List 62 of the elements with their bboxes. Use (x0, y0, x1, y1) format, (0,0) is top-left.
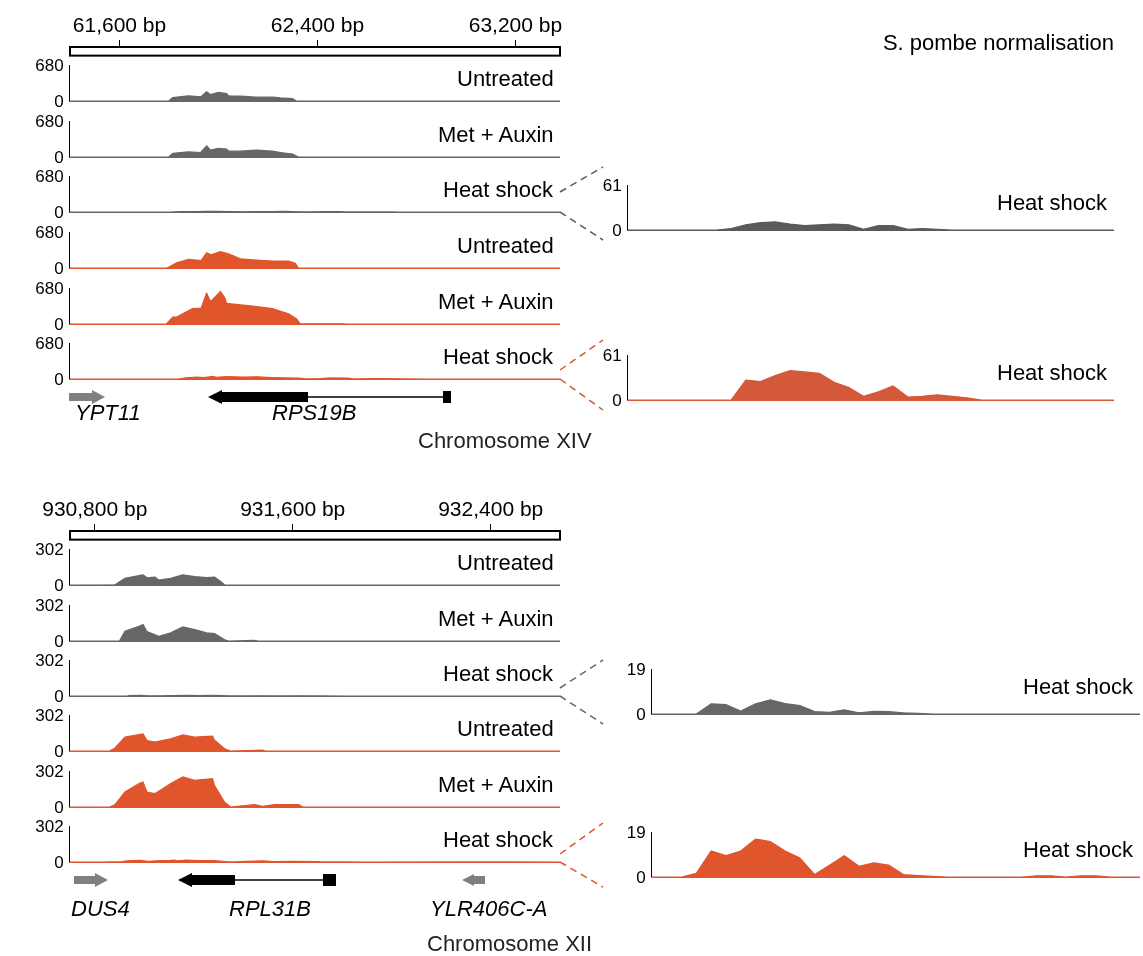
series-label: Met + Auxin (438, 122, 554, 147)
y-tick-label: 61 (602, 345, 622, 365)
y-tick-label: 302 (35, 705, 64, 725)
text: RPS19B (272, 400, 357, 425)
y-tick-label: 0 (54, 202, 64, 222)
chart-title: S. pombe normalisation (882, 29, 1114, 55)
y-tick-label: 0 (54, 631, 64, 651)
x-tick-label: 931,600 bp (240, 496, 346, 520)
y-tick-label: 0 (54, 258, 64, 278)
y-tick-label: 0 (612, 220, 622, 240)
x-tick-label: 932,400 bp (438, 496, 544, 520)
y-tick-label: 302 (35, 816, 64, 836)
y-tick-label: 302 (35, 650, 64, 670)
y-tick-label: 0 (636, 704, 646, 724)
x-tick-label: 63,200 bp (468, 12, 563, 36)
text: YLR406C-A (430, 896, 548, 921)
y-tick-label: 0 (54, 741, 64, 761)
y-tick-label: 680 (35, 278, 64, 298)
y-tick-label: 680 (35, 333, 64, 353)
legend-label: Heat shock (443, 827, 555, 852)
series-label: Heat shock (997, 190, 1109, 215)
series-label: Heat shock (1023, 837, 1135, 862)
series-label: Met + Auxin (438, 772, 554, 797)
x-tick-label: 930,800 bp (42, 496, 148, 520)
y-tick-label: 0 (54, 314, 64, 334)
legend-label: Heat shock (443, 661, 555, 686)
series-label: Heat shock (1023, 674, 1135, 699)
series-label: Met + Auxin (438, 606, 554, 631)
x-tick-label: 61,600 bp (72, 12, 167, 36)
y-tick-label: 0 (54, 852, 64, 872)
y-tick-label: 0 (54, 686, 64, 706)
y-tick-label: 0 (54, 369, 64, 389)
y-tick-label: 680 (35, 111, 64, 131)
y-tick-label: 302 (35, 595, 64, 615)
y-tick-label: 0 (54, 797, 64, 817)
series-label: Met + Auxin (438, 289, 554, 314)
y-tick-label: 680 (35, 166, 64, 186)
y-tick-label: 19 (626, 822, 646, 842)
text: DUS4 (71, 896, 130, 921)
text: RPL31B (229, 896, 311, 921)
y-tick-label: 0 (612, 390, 622, 410)
series-label: Untreated (457, 716, 554, 741)
y-tick-label: 61 (602, 175, 622, 195)
y-tick-label: 680 (35, 55, 64, 75)
x-tick-label: 62,400 bp (270, 12, 365, 36)
y-tick-label: 0 (636, 867, 646, 887)
series-label: Untreated (457, 66, 554, 91)
y-tick-label: 0 (54, 91, 64, 111)
legend-label: Heat shock (443, 177, 555, 202)
series-label: Untreated (457, 233, 554, 258)
y-tick-label: 680 (35, 222, 64, 242)
text: Chromosome XIV (418, 428, 592, 453)
text: YPT11 (75, 400, 141, 425)
text: Chromosome XII (427, 931, 593, 956)
y-tick-label: 302 (35, 761, 64, 781)
series-label: Untreated (457, 550, 554, 575)
y-tick-label: 302 (35, 539, 64, 559)
y-tick-label: 0 (54, 147, 64, 167)
y-tick-label: 0 (54, 575, 64, 595)
y-tick-label: 19 (626, 659, 646, 679)
legend-label: Heat shock (443, 344, 555, 369)
series-label: Heat shock (997, 360, 1109, 385)
